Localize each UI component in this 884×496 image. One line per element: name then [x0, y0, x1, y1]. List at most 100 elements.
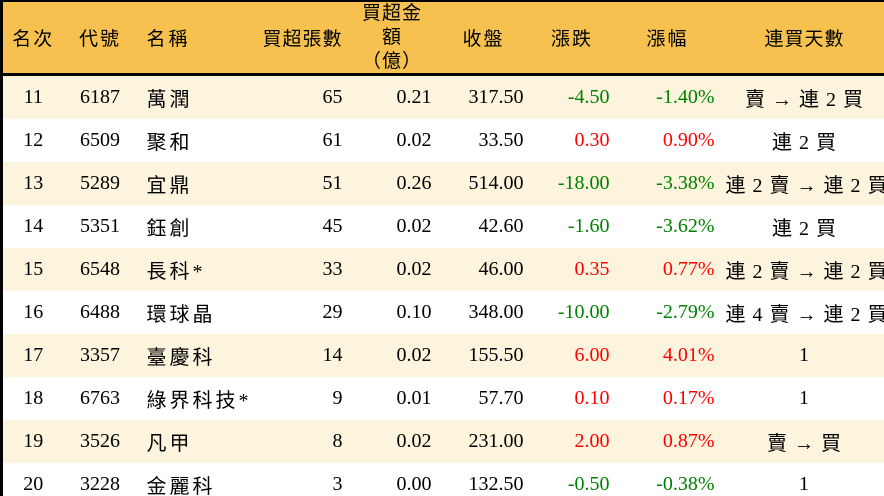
cell-amount: 0.26 [396, 172, 432, 195]
table-row: 19 3526 凡甲 8 0.02 231.00 2.00 0.87% 賣 → … [1, 420, 884, 464]
cell-rank: 19 [23, 430, 44, 453]
table-row: 14 5351 鈺創 45 0.02 42.60 -1.60 -3.62% 連 … [1, 205, 884, 249]
column-header-code: 代號 [63, 1, 137, 75]
cell-change: 6.00 [574, 344, 610, 367]
cell-streak: 1 [799, 344, 810, 367]
cell-change: -1.60 [567, 215, 610, 238]
cell-name: 宜鼎 [146, 175, 193, 198]
cell-volume: 65 [322, 86, 343, 109]
cell-amount: 0.02 [396, 258, 432, 281]
cell-close: 317.50 [468, 86, 524, 109]
cell-volume: 14 [322, 344, 343, 367]
cell-amount: 0.01 [396, 387, 432, 410]
column-header-change: 漲跌 [534, 1, 621, 75]
cell-name: 萬潤 [146, 89, 193, 112]
cell-streak: 連 2 買 [772, 132, 837, 155]
cell-code: 5289 [80, 172, 120, 195]
cell-code: 6763 [80, 387, 120, 410]
cell-amount: 0.10 [396, 301, 432, 324]
cell-volume: 61 [322, 129, 343, 152]
cell-code: 6187 [80, 86, 120, 109]
cell-change-pct: -3.62% [656, 215, 715, 238]
cell-rank: 14 [23, 215, 44, 238]
cell-code: 5351 [80, 215, 120, 238]
cell-change-pct: 0.90% [662, 129, 715, 152]
cell-close: 231.00 [468, 430, 524, 453]
cell-name: 金麗科 [146, 476, 216, 496]
cell-name: 長科* [146, 261, 206, 284]
cell-volume: 45 [322, 215, 343, 238]
cell-name: 凡甲 [146, 433, 193, 456]
cell-close: 132.50 [468, 473, 524, 496]
cell-code: 3228 [80, 473, 120, 496]
cell-change-pct: -2.79% [656, 301, 715, 324]
column-header-name: 名稱 [136, 1, 252, 75]
cell-close: 46.00 [478, 258, 524, 281]
cell-change-pct: -3.38% [656, 172, 715, 195]
cell-change: 0.30 [574, 129, 610, 152]
column-header-amount-line1: 買超金額 [361, 3, 422, 48]
cell-streak: 連 2 賣 → 連 2 買 [725, 175, 884, 198]
cell-rank: 11 [23, 86, 43, 109]
column-header-change-pct: 漲幅 [620, 1, 726, 75]
cell-change: -0.50 [567, 473, 610, 496]
cell-change: -18.00 [557, 172, 610, 195]
cell-rank: 18 [23, 387, 44, 410]
cell-amount: 0.00 [396, 473, 432, 496]
cell-code: 6509 [80, 129, 120, 152]
cell-code: 3357 [80, 344, 120, 367]
table-row: 20 3228 金麗科 3 0.00 132.50 -0.50 -0.38% 1 [1, 463, 884, 496]
cell-amount: 0.02 [396, 129, 432, 152]
cell-change-pct: 0.17% [662, 387, 715, 410]
cell-change-pct: 4.01% [662, 344, 715, 367]
cell-amount: 0.02 [396, 430, 432, 453]
cell-rank: 20 [23, 473, 44, 496]
cell-name: 鈺創 [146, 218, 193, 241]
cell-change-pct: -0.38% [656, 473, 715, 496]
table-row: 13 5289 宜鼎 51 0.26 514.00 -18.00 -3.38% … [1, 162, 884, 206]
column-header-amount: 買超金額 （億） [352, 1, 444, 75]
cell-change: 2.00 [574, 430, 610, 453]
column-header-rank: 名次 [1, 1, 64, 75]
cell-close: 348.00 [468, 301, 524, 324]
column-header-volume: 買超張數 [251, 1, 353, 75]
cell-volume: 8 [332, 430, 343, 453]
column-header-close: 收盤 [443, 1, 535, 75]
cell-close: 155.50 [468, 344, 524, 367]
cell-volume: 51 [322, 172, 343, 195]
cell-streak: 連 2 賣 → 連 2 買 [725, 261, 884, 284]
cell-rank: 13 [23, 172, 44, 195]
table-row: 18 6763 綠界科技* 9 0.01 57.70 0.10 0.17% 1 [1, 377, 884, 421]
cell-rank: 17 [23, 344, 44, 367]
cell-streak: 賣 → 連 2 買 [745, 89, 864, 112]
cell-code: 3526 [80, 430, 120, 453]
cell-rank: 12 [23, 129, 44, 152]
cell-name: 臺慶科 [146, 347, 216, 370]
cell-rank: 16 [23, 301, 44, 324]
table-row: 12 6509 聚和 61 0.02 33.50 0.30 0.90% 連 2 … [1, 119, 884, 163]
column-header-amount-line2: （億） [361, 50, 422, 72]
cell-change-pct: 0.77% [662, 258, 715, 281]
table-row: 16 6488 環球晶 29 0.10 348.00 -10.00 -2.79%… [1, 291, 884, 335]
cell-rank: 15 [23, 258, 44, 281]
cell-close: 42.60 [478, 215, 524, 238]
cell-volume: 3 [332, 473, 343, 496]
cell-change-pct: 0.87% [662, 430, 715, 453]
table-header-row: 名次 代號 名稱 買超張數 買超金額 （億） 收盤 漲跌 漲幅 連買天數 [1, 1, 884, 75]
cell-change: -10.00 [557, 301, 610, 324]
cell-change: 0.10 [574, 387, 610, 410]
cell-close: 514.00 [468, 172, 524, 195]
cell-close: 57.70 [478, 387, 524, 410]
column-header-streak: 連買天數 [725, 1, 884, 75]
cell-streak: 連 4 賣 → 連 2 買 [725, 304, 884, 327]
table-row: 11 6187 萬潤 65 0.21 317.50 -4.50 -1.40% 賣… [1, 74, 884, 120]
cell-volume: 33 [322, 258, 343, 281]
cell-amount: 0.21 [396, 86, 432, 109]
cell-name: 綠界科技* [146, 390, 252, 413]
table-row: 17 3357 臺慶科 14 0.02 155.50 6.00 4.01% 1 [1, 334, 884, 378]
table-body: 11 6187 萬潤 65 0.21 317.50 -4.50 -1.40% 賣… [1, 74, 884, 496]
cell-streak: 賣 → 買 [767, 433, 842, 456]
cell-volume: 9 [332, 387, 343, 410]
cell-streak: 連 2 買 [772, 218, 837, 241]
